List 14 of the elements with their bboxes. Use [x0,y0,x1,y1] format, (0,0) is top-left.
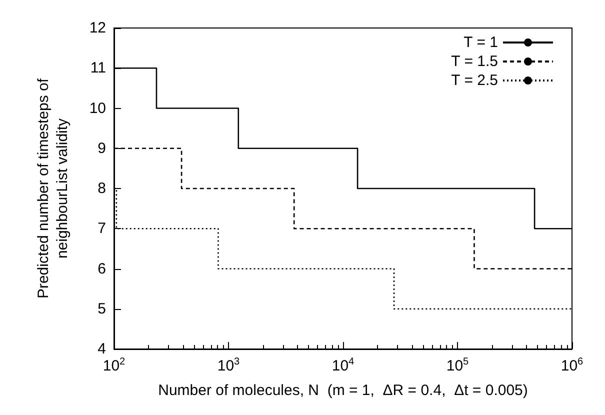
legend-label: T = 2.5 [451,72,498,89]
legend-label: T = 1 [464,34,498,51]
y-tick-label: 10 [89,100,106,117]
legend-label: T = 1.5 [451,53,498,70]
y-tick-label: 9 [98,140,106,157]
x-axis-title: Number of molecules, N (m = 1, ΔR = 0.4, Δt = 0.005) [158,382,528,399]
y-tick-label: 6 [98,260,106,278]
y-tick-label: 12 [89,20,106,36]
y-tick-label: 5 [98,300,106,318]
y-axis-title: Predicted number of timesteps of neighbourList validity [35,78,71,299]
y-tick-label: 8 [98,180,106,197]
y-tick-label: 4 [98,340,106,358]
y-tick-label: 11 [90,60,106,77]
y-tick-label: 7 [98,220,106,238]
